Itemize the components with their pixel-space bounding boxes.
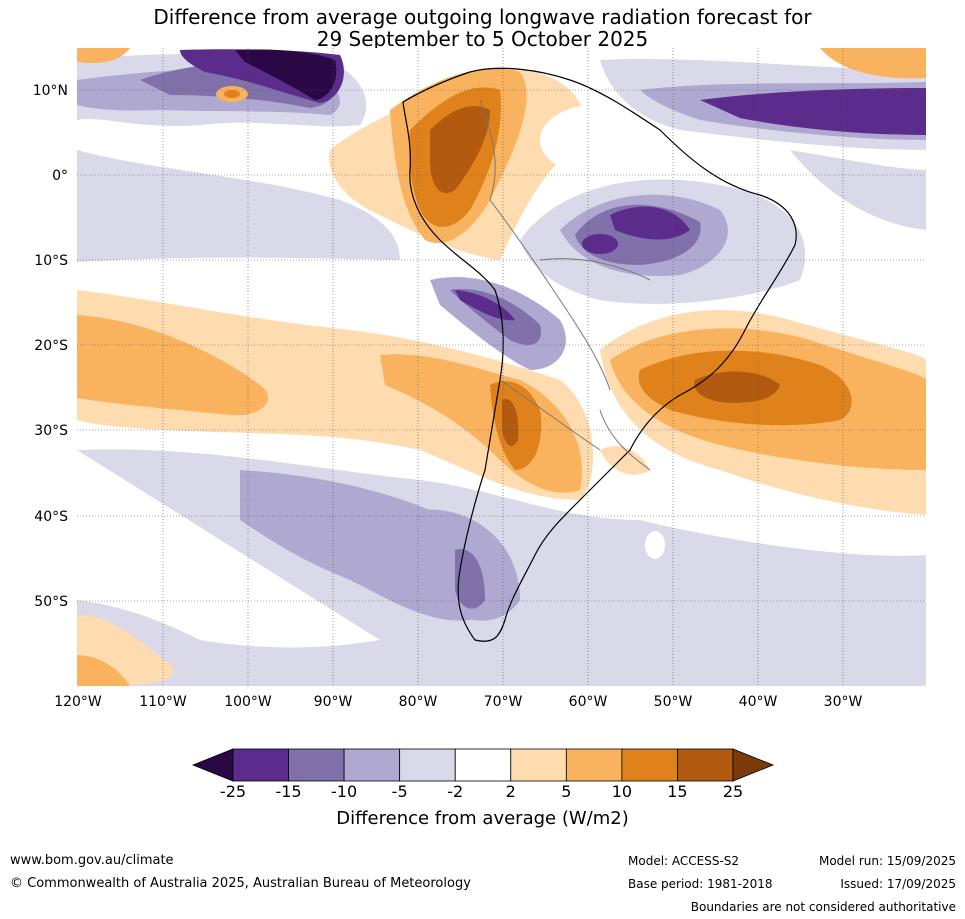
lon-label: 60°W: [569, 694, 608, 710]
anomaly-region: [582, 234, 618, 254]
colorbar-swatch: [621, 748, 678, 782]
lat-label: 30°S: [34, 423, 68, 439]
lat-label: 10°S: [34, 253, 68, 269]
colorbar-title: Difference from average (W/m2): [336, 808, 629, 829]
anomaly-region: [600, 446, 650, 475]
anomaly-region: [224, 90, 240, 98]
copyright-notice: © Commonwealth of Australia 2025, Austra…: [10, 876, 471, 891]
model-run-date: Model run: 15/09/2025: [818, 854, 956, 868]
colorbar-tick-label: 15: [667, 782, 688, 801]
country-border: [479, 99, 651, 471]
lon-label: 40°W: [739, 694, 778, 710]
anomaly-region: [77, 150, 400, 262]
lon-label: 70°W: [484, 694, 523, 710]
anomaly-region: [694, 371, 780, 403]
lat-label: 20°S: [34, 338, 68, 354]
coastline: [402, 67, 797, 642]
colorbar-tick-label: -5: [391, 782, 408, 801]
lon-label: 50°W: [654, 694, 693, 710]
anomaly-region: [77, 48, 130, 64]
lon-label: 110°W: [139, 694, 187, 710]
colorbar-tick-label: -2: [447, 782, 464, 801]
colorbar-tick-label: -10: [331, 782, 358, 801]
website-link[interactable]: www.bom.gov.au/climate: [10, 853, 174, 868]
colorbar-swatch: [232, 748, 289, 782]
anomaly-region: [540, 105, 650, 175]
lon-label: 80°W: [399, 694, 438, 710]
colorbar-tick-label: 25: [722, 782, 744, 801]
colorbar-swatch: [677, 748, 734, 782]
colorbar: [191, 748, 775, 782]
model-name: Model: ACCESS-S2: [628, 854, 740, 868]
colorbar-swatch: [343, 748, 401, 782]
map-title-line2: 29 September to 5 October 2025: [316, 27, 649, 51]
lon-label: 30°W: [824, 694, 863, 710]
anomaly-region: [502, 399, 519, 447]
issued-date: Issued: 17/09/2025: [840, 877, 956, 891]
anomaly-region: [610, 206, 690, 240]
lat-label: 10°N: [33, 83, 68, 99]
colorbar-swatch: [454, 748, 512, 782]
lat-label: 50°S: [34, 594, 68, 610]
lat-labels: 10°N 0° 10°S 20°S 30°S 40°S 50°S: [33, 83, 68, 610]
colorbar-tick-label: 5: [561, 782, 572, 801]
lat-label: 40°S: [34, 509, 68, 525]
colorbar-swatch: [288, 748, 345, 782]
anomaly-region: [645, 531, 665, 559]
colorbar-extend-max: [732, 748, 775, 782]
base-period: Base period: 1981-2018: [628, 877, 773, 891]
graticule: [77, 48, 926, 686]
lon-label: 120°W: [54, 694, 102, 710]
boundaries-disclaimer: Boundaries are not considered authoritat…: [690, 900, 956, 914]
colorbar-swatch: [510, 748, 567, 782]
anomaly-region: [77, 290, 594, 500]
anomaly-region: [700, 88, 926, 135]
anomaly-region: [240, 470, 474, 621]
anomaly-region: [790, 150, 926, 230]
colorbar-tick-label: -25: [219, 782, 247, 801]
anomaly-region: [455, 290, 515, 321]
lat-label: 0°: [52, 168, 68, 184]
colorbar-extend-min: [191, 748, 234, 782]
colorbar-tick-label: 10: [611, 782, 633, 801]
anomaly-region: [235, 49, 337, 100]
colorbar-swatch: [399, 748, 456, 782]
anomaly-region: [77, 655, 130, 686]
colorbar-tick-label: -15: [275, 782, 302, 801]
anomaly-region: [430, 106, 490, 194]
map-field: [77, 48, 926, 686]
lon-label: 100°W: [224, 694, 272, 710]
lon-labels: 120°W 110°W 100°W 90°W 80°W 70°W 60°W 50…: [54, 694, 862, 710]
anomaly-region: [820, 48, 926, 79]
colorbar-swatch: [565, 748, 623, 782]
map-title-line1: Difference from average outgoing longwav…: [153, 5, 812, 29]
anomaly-region: [455, 549, 485, 609]
anomaly-region: [77, 315, 269, 416]
colorbar-tick-label: 2: [505, 782, 516, 801]
lon-label: 90°W: [314, 694, 353, 710]
